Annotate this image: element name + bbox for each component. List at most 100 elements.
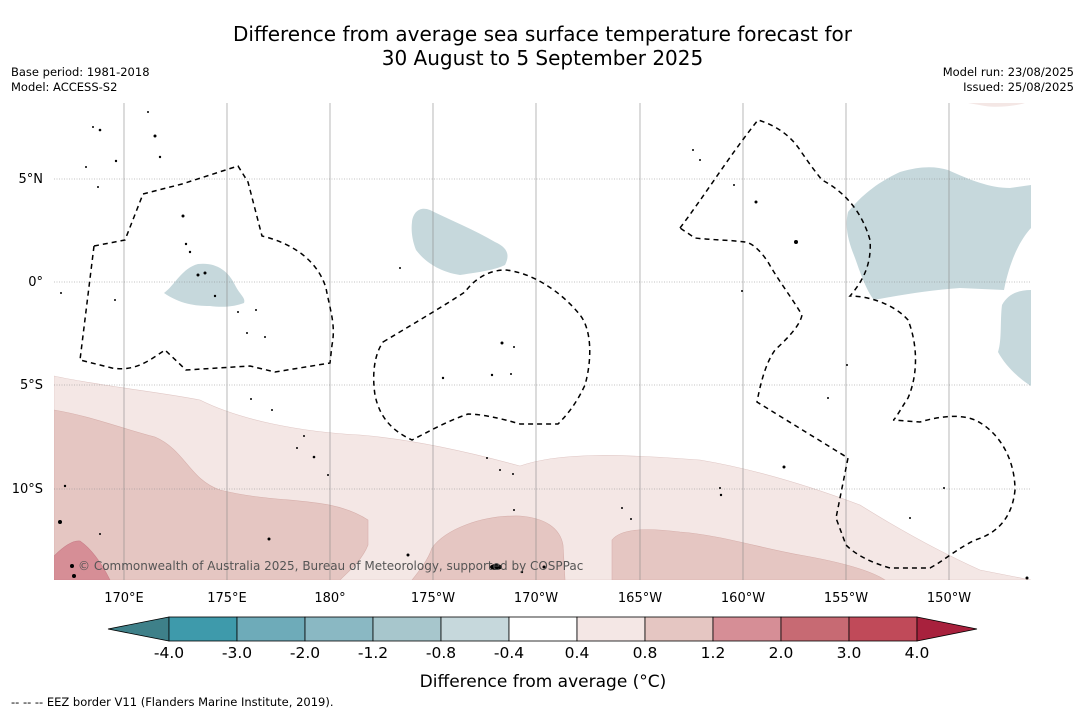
colorbar-tick-label: -3.0	[222, 644, 252, 662]
issued-date: Issued: 25/08/2025	[963, 80, 1074, 94]
warm-band-0.8-center	[411, 515, 566, 580]
island	[542, 565, 546, 569]
lon-label-170W: 170°W	[514, 591, 558, 606]
island	[181, 214, 185, 218]
lon-axis-labels: 170°E 175°E 180° 175°W 170°W 165°W 160°W…	[104, 591, 971, 606]
lon-label-175W: 175°W	[411, 591, 455, 606]
island	[70, 564, 74, 568]
island	[63, 484, 67, 488]
colorbar-segment	[168, 616, 238, 642]
island	[153, 134, 157, 138]
island	[267, 537, 271, 541]
lon-label-180: 180°	[314, 591, 345, 606]
island	[846, 364, 848, 366]
model-run: Model run: 23/08/2025	[942, 65, 1074, 79]
island	[782, 465, 786, 469]
island	[196, 273, 200, 277]
colorbar: -4.0 -3.0 -2.0 -1.2 -0.8 -0.4 0.4 0.8 1.2 2.0 3.0 4…	[107, 616, 978, 692]
colorbar-tick-label: -1.2	[358, 644, 388, 662]
colorbar-segment	[372, 616, 442, 642]
colorbar-ticks: -4.0 -3.0 -2.0 -1.2 -0.8 -0.4 0.4 0.8 1.2 2.0 3.0 4…	[154, 644, 929, 662]
colorbar-tick-label: 0.8	[633, 644, 658, 662]
colorbar-segment	[440, 616, 510, 642]
island	[692, 149, 694, 151]
island	[621, 507, 623, 509]
island	[264, 336, 266, 338]
island	[1025, 576, 1029, 580]
island	[794, 240, 798, 244]
island	[499, 469, 501, 471]
island	[158, 155, 162, 159]
island	[406, 553, 410, 557]
island	[60, 292, 62, 294]
island	[296, 447, 298, 449]
cool-patch-east	[846, 167, 1031, 300]
colorbar-tick-label: 0.4	[565, 644, 590, 662]
colorbar-segment	[236, 616, 306, 642]
colorbar-segment	[508, 616, 578, 642]
island	[312, 455, 316, 459]
colorbar-over-arrow	[916, 616, 978, 642]
lon-label-160W: 160°W	[721, 591, 765, 606]
colorbar-segment	[644, 616, 714, 642]
cool-patch-dateline	[164, 263, 245, 307]
island	[719, 493, 723, 497]
island	[513, 346, 515, 348]
eez-kiribati-gilbert	[79, 165, 335, 373]
island	[441, 376, 445, 380]
island	[510, 373, 512, 375]
map-area: © Commonwealth of Australia 2025, Bureau…	[54, 103, 1031, 580]
graticule	[54, 103, 1031, 580]
island	[500, 341, 504, 345]
island	[114, 159, 118, 163]
lat-axis-labels: 5°N 0° 5°S 10°S	[12, 172, 43, 497]
cool-patch-far-east	[998, 290, 1031, 386]
island	[250, 398, 252, 400]
copyright-notice: © Commonwealth of Australia 2025, Bureau…	[78, 559, 583, 573]
lon-label-170E: 170°E	[104, 591, 144, 606]
island	[114, 299, 116, 301]
colorbar-segment	[848, 616, 918, 642]
islands	[58, 111, 1029, 580]
island	[99, 533, 101, 535]
colorbar-tick-label: 2.0	[769, 644, 794, 662]
island	[203, 271, 207, 275]
eez-kiribati-line	[678, 119, 1016, 569]
colorbar-segments	[168, 616, 918, 642]
lat-label-10S: 10°S	[12, 482, 43, 497]
title-line-2: 30 August to 5 September 2025	[381, 46, 704, 70]
island	[213, 294, 217, 298]
island	[147, 111, 149, 113]
colorbar-segment	[712, 616, 782, 642]
island	[58, 520, 62, 524]
colorbar-tick-label: -0.4	[494, 644, 524, 662]
island	[184, 242, 188, 246]
island	[237, 311, 239, 313]
island	[741, 290, 743, 292]
colorbar-tick-label: 3.0	[837, 644, 862, 662]
island	[255, 309, 257, 311]
island	[630, 518, 632, 520]
eez-kiribati-phoenix	[372, 269, 591, 441]
base-period: Base period: 1981-2018	[11, 65, 150, 79]
island	[98, 128, 102, 132]
colorbar-under-arrow	[107, 616, 170, 642]
lon-label-175E: 175°E	[207, 591, 247, 606]
colorbar-tick-label: -0.8	[426, 644, 456, 662]
lon-label-165W: 165°W	[618, 591, 662, 606]
island	[271, 409, 273, 411]
island	[513, 509, 515, 511]
eez-footnote: -- -- -- EEZ border V11 (Flanders Marine…	[11, 695, 334, 709]
island	[490, 373, 494, 377]
warm-patch-corner	[968, 103, 1025, 107]
island	[490, 564, 502, 570]
island	[97, 186, 99, 188]
island	[512, 473, 514, 475]
colorbar-tick-label: -2.0	[290, 644, 320, 662]
island	[754, 200, 758, 204]
island	[486, 457, 488, 459]
colorbar-tick-label: 4.0	[905, 644, 930, 662]
title-line-1: Difference from average sea surface temp…	[232, 22, 852, 46]
colorbar-segment	[576, 616, 646, 642]
